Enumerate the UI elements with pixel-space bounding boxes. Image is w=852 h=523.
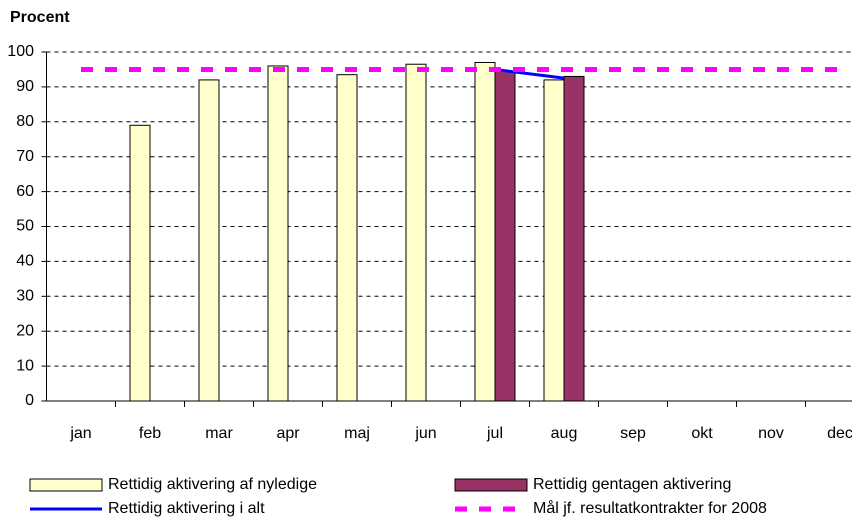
bar [543, 79, 565, 402]
y-tick-label: 80 [16, 113, 34, 130]
x-tick-label: aug [551, 425, 578, 442]
bar [405, 63, 427, 402]
x-tick-label: maj [344, 425, 370, 442]
bar [563, 75, 585, 402]
bar [474, 61, 496, 402]
legend-swatch [454, 478, 528, 492]
y-tick-label: 50 [16, 218, 34, 235]
y-tick-label: 30 [16, 288, 34, 305]
y-tick-label: 40 [16, 253, 34, 270]
x-tick-label: mar [205, 425, 233, 442]
bar [198, 79, 220, 402]
y-tick-label: 90 [16, 78, 34, 95]
y-tick-label: 70 [16, 148, 34, 165]
bar [336, 74, 358, 402]
y-tick-label: 0 [25, 392, 34, 409]
line [494, 67, 565, 80]
x-tick-label: nov [758, 425, 784, 442]
y-tick-label: 10 [16, 357, 34, 374]
x-tick-label: dec [827, 425, 852, 442]
x-tick-label: jan [69, 425, 91, 442]
x-tick-label: apr [276, 425, 300, 442]
bar [129, 124, 151, 402]
legend-label: Rettidig gentagen aktivering [533, 476, 731, 493]
legend-swatch [29, 478, 103, 492]
x-tick-label: jul [486, 425, 503, 442]
y-tick-label: 60 [16, 183, 34, 200]
bar [494, 70, 516, 402]
legend-label: Rettidig aktivering af nyledige [108, 476, 317, 493]
legend-label: Rettidig aktivering i alt [108, 500, 265, 517]
bar [267, 65, 289, 402]
x-tick-label: feb [139, 425, 161, 442]
chart-title: Procent [10, 9, 70, 26]
y-tick-label: 20 [16, 322, 34, 339]
x-tick-label: okt [691, 425, 713, 442]
x-tick-label: sep [620, 425, 646, 442]
y-tick-label: 100 [7, 43, 34, 60]
legend-label: Mål jf. resultatkontrakter for 2008 [533, 499, 767, 517]
x-tick-label: jun [414, 425, 436, 442]
